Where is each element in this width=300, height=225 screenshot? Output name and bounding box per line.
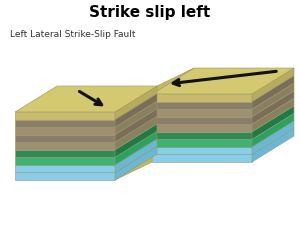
Polygon shape bbox=[15, 150, 115, 157]
Polygon shape bbox=[115, 139, 157, 172]
Polygon shape bbox=[152, 94, 252, 101]
Polygon shape bbox=[15, 172, 115, 180]
Polygon shape bbox=[252, 106, 294, 139]
Polygon shape bbox=[15, 135, 115, 142]
Polygon shape bbox=[15, 157, 115, 165]
Polygon shape bbox=[252, 113, 294, 147]
Polygon shape bbox=[115, 86, 157, 119]
Polygon shape bbox=[252, 121, 294, 154]
Polygon shape bbox=[252, 68, 294, 101]
Polygon shape bbox=[115, 68, 194, 112]
Polygon shape bbox=[15, 86, 157, 112]
Polygon shape bbox=[252, 98, 294, 132]
Polygon shape bbox=[252, 91, 294, 124]
Polygon shape bbox=[15, 119, 115, 127]
Polygon shape bbox=[252, 76, 294, 109]
Polygon shape bbox=[252, 128, 294, 162]
Text: Left Lateral Strike-Slip Fault: Left Lateral Strike-Slip Fault bbox=[10, 30, 136, 39]
Text: Strike slip left: Strike slip left bbox=[89, 5, 211, 20]
Polygon shape bbox=[15, 142, 115, 150]
Polygon shape bbox=[15, 112, 115, 119]
Polygon shape bbox=[152, 124, 252, 132]
Polygon shape bbox=[15, 165, 115, 172]
Polygon shape bbox=[115, 109, 157, 142]
Polygon shape bbox=[152, 109, 252, 117]
Polygon shape bbox=[152, 117, 252, 124]
Polygon shape bbox=[15, 127, 115, 135]
Polygon shape bbox=[115, 124, 157, 157]
Polygon shape bbox=[152, 132, 252, 139]
Polygon shape bbox=[152, 147, 252, 154]
Polygon shape bbox=[115, 131, 157, 165]
Polygon shape bbox=[115, 94, 152, 180]
Polygon shape bbox=[115, 94, 157, 127]
Polygon shape bbox=[152, 101, 252, 109]
Polygon shape bbox=[152, 154, 252, 162]
Polygon shape bbox=[115, 116, 157, 150]
Polygon shape bbox=[152, 68, 294, 94]
Polygon shape bbox=[152, 139, 252, 147]
Polygon shape bbox=[115, 146, 157, 180]
Polygon shape bbox=[252, 83, 294, 117]
Polygon shape bbox=[115, 101, 157, 135]
